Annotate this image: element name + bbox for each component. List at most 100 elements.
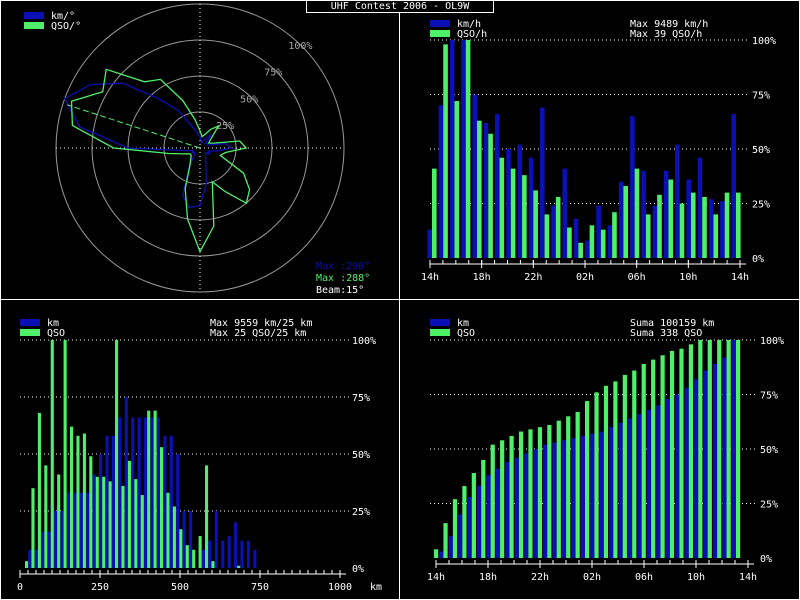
cumulative-bar-km [703, 370, 708, 558]
polar-ring-label: 75% [264, 68, 282, 79]
distance-bar-km [150, 417, 154, 568]
distance-y-tick-label: 25% [352, 507, 370, 518]
cumulative-x-tick-label: 18h [479, 572, 497, 583]
cumulative-bar-qso [641, 363, 646, 558]
hourly-bar-km [618, 181, 624, 258]
hourly-bar-km [708, 199, 714, 258]
hourly-bar-km [449, 40, 455, 258]
distance-bar-km [60, 511, 64, 568]
distance-bar-qso [179, 529, 183, 568]
hourly-bar-qso [724, 192, 730, 258]
cumulative-bar-km [694, 379, 699, 558]
window-title: UHF Contest 2006 - OL9W [306, 0, 494, 13]
polar-ring-label: 25% [216, 121, 234, 132]
cumulative-bar-km [627, 418, 633, 558]
cumulative-bar-km [665, 398, 670, 558]
cumulative-bar-qso [500, 440, 505, 558]
distance-bar-km [221, 540, 225, 568]
distance-bar-km [66, 492, 70, 568]
hourly-bar-km [731, 114, 736, 259]
distance-bar-qso [37, 412, 41, 568]
hourly-bar-km [472, 94, 478, 258]
cumulative-x-tick-label: 14h [427, 572, 445, 583]
cumulative-bar-qso [434, 549, 439, 558]
distance-bar-km [240, 540, 244, 568]
cumulative-bar-km [514, 457, 519, 558]
distance-bar-km [214, 511, 218, 568]
hourly-bar-km [494, 114, 500, 259]
cumulative-bar-qso [707, 340, 712, 558]
hourly-bar-qso [488, 133, 493, 258]
hourly-bar-qso [443, 44, 448, 258]
distance-bar-km [144, 417, 148, 568]
distance-bar-qso [134, 479, 138, 568]
distance-bar-qso [205, 465, 209, 568]
hourly-bar-qso [690, 192, 696, 258]
hourly-bar-qso [702, 196, 707, 258]
distance-bar-km [34, 549, 38, 568]
hourly-bar-qso [623, 186, 629, 258]
cumulative-bar-qso [660, 355, 665, 558]
hourly-x-tick-label: 14h [731, 272, 749, 283]
distance-max-km: Max 9559 km/25 km [210, 318, 312, 329]
cumulative-sum-km: Suma 100159 km [630, 318, 714, 329]
cumulative-bar-qso [669, 350, 675, 558]
hourly-bar-km [585, 240, 590, 258]
cumulative-bar-km [533, 449, 538, 558]
distance-legend-label-green: QSO [47, 328, 65, 339]
polar-ring-label: 50% [240, 94, 258, 105]
hourly-bar-qso [465, 40, 471, 258]
distance-bar-km [137, 417, 141, 568]
cumulative-bar-qso [443, 523, 448, 558]
hourly-bar-km [562, 168, 568, 258]
distance-x-tick-label: 1000 [328, 582, 352, 593]
hourly-bar-km [528, 157, 534, 258]
cumulative-bar-km [675, 394, 680, 558]
cumulative-bar-km [486, 475, 491, 558]
hourly-bar-qso [645, 214, 651, 258]
cumulative-x-tick-label: 22h [531, 572, 549, 583]
distance-bar-qso [25, 561, 29, 568]
distance-bar-qso [211, 561, 215, 568]
cumulative-bar-qso [481, 459, 486, 558]
hourly-bar-km [539, 107, 545, 258]
hourly-max-km: Max 9489 km/h [630, 19, 708, 30]
hourly-bar-qso [657, 194, 662, 258]
hourly-legend-swatch-blue [430, 20, 450, 27]
hourly-bar-km [573, 218, 579, 258]
hourly-bar-qso [510, 168, 516, 258]
cumulative-bar-km [599, 431, 604, 558]
distance-bar-km [163, 435, 167, 568]
polar-series-km [63, 82, 234, 209]
hourly-legend-label-blue: km/h [457, 19, 481, 30]
cumulative-bar-km [448, 536, 453, 558]
hourly-bar-qso [533, 190, 538, 258]
distance-max-qso: Max 25 QSO/25 km [210, 328, 306, 339]
hourly-bar-qso [589, 225, 595, 258]
hourly-bar-qso [668, 179, 674, 258]
distance-bar-qso [115, 340, 119, 568]
polar-beam: Beam:15° [316, 285, 364, 296]
hourly-bar-qso [567, 227, 572, 258]
cumulative-y-tick-label: 25% [760, 500, 778, 511]
distance-bar-qso [140, 495, 144, 568]
cumulative-bar-km [439, 551, 444, 558]
distance-bar-qso [31, 488, 35, 568]
distance-bar-qso [50, 340, 54, 568]
distance-bar-qso [44, 465, 48, 568]
cumulative-bar-qso [509, 435, 514, 558]
hourly-bar-qso [612, 212, 617, 258]
distance-bar-qso [166, 492, 170, 568]
polar-series-qso [70, 68, 251, 254]
cumulative-bar-qso [603, 385, 609, 558]
cumulative-y-tick-label: 0% [760, 554, 772, 565]
distance-bar-km [47, 531, 51, 568]
cumulative-sum-qso: Suma 338 QSO [630, 328, 702, 339]
hourly-bar-km [697, 157, 703, 258]
cumulative-bar-km [731, 340, 736, 558]
hourly-bar-qso [634, 168, 640, 258]
cumulative-bar-km [495, 468, 501, 558]
distance-bar-qso [192, 549, 196, 568]
hourly-bar-km [675, 144, 680, 258]
